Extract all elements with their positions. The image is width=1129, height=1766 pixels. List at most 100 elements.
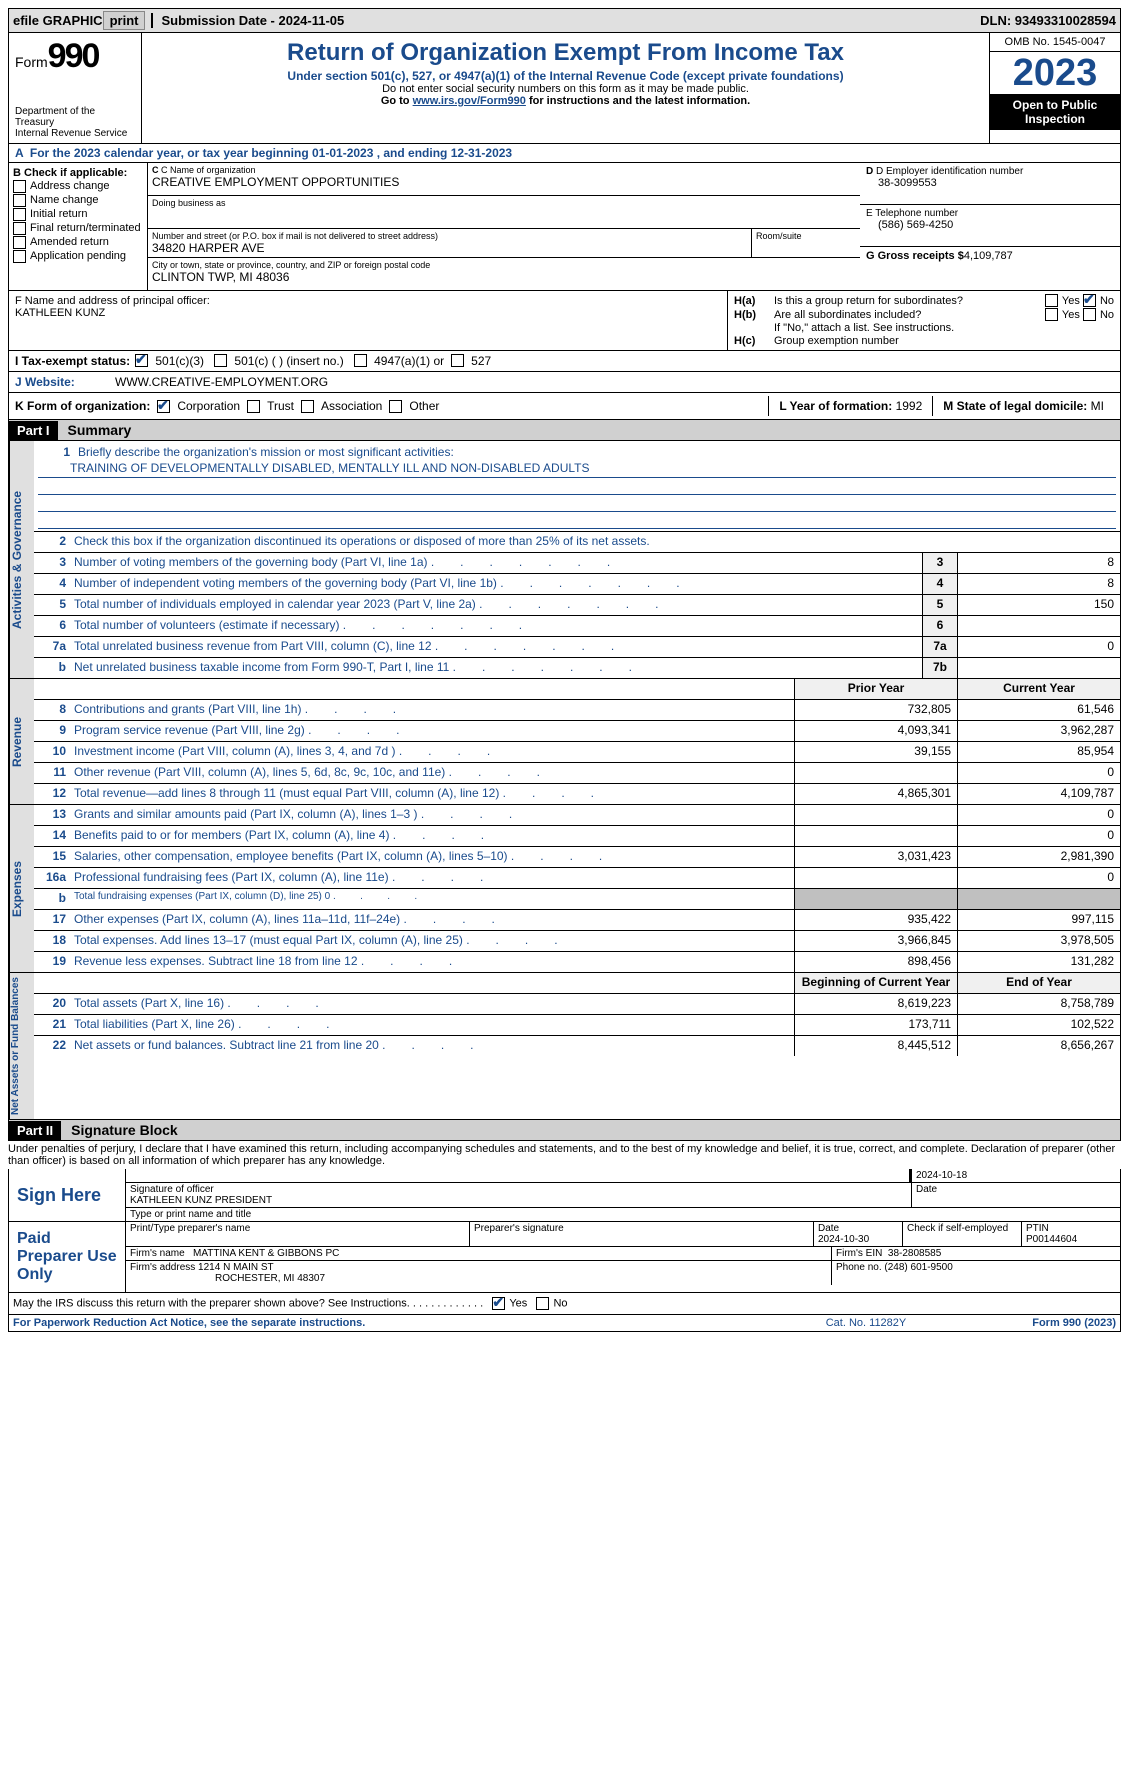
sign-here-label: Sign Here — [9, 1169, 126, 1221]
chk-501c3[interactable] — [135, 354, 148, 367]
i-label: I Tax-exempt status: — [15, 354, 135, 368]
chk-address-change[interactable] — [13, 180, 26, 193]
chk-initial-return[interactable] — [13, 208, 26, 221]
firm-addr1: 1214 N MAIN ST — [198, 1262, 274, 1273]
summary-row: 3Number of voting members of the governi… — [34, 553, 1120, 574]
summary-row: 4Number of independent voting members of… — [34, 574, 1120, 595]
paperwork-notice: For Paperwork Reduction Act Notice, see … — [13, 1317, 766, 1329]
prep-date: 2024-10-30 — [818, 1234, 869, 1245]
chk-other[interactable] — [389, 400, 402, 413]
ha-yes-chk[interactable] — [1045, 294, 1058, 307]
chk-amended[interactable] — [13, 236, 26, 249]
prior-year-header: Prior Year — [794, 679, 957, 699]
gov-section: Activities & Governance 1 Briefly descri… — [8, 441, 1121, 679]
street-label: Number and street (or P.O. box if mail i… — [152, 231, 747, 241]
ein-value: 38-3099553 — [866, 177, 1114, 189]
form-number: 990 — [48, 37, 99, 75]
lbl-name-change: Name change — [30, 194, 99, 206]
hb-note: If "No," attach a list. See instructions… — [774, 322, 1114, 334]
chk-name-change[interactable] — [13, 194, 26, 207]
firm-addr2: ROCHESTER, MI 48307 — [130, 1273, 325, 1284]
summary-row: 18Total expenses. Add lines 13–17 (must … — [34, 931, 1120, 952]
hc-text: Group exemption number — [774, 335, 1114, 347]
disclose-no-chk[interactable] — [536, 1297, 549, 1310]
ein-label: D Employer identification number — [876, 166, 1023, 177]
part1-header-row: Part I Summary — [8, 420, 1121, 441]
preparer-block: Paid Preparer Use Only Print/Type prepar… — [8, 1222, 1121, 1293]
org-name: CREATIVE EMPLOYMENT OPPORTUNITIES — [152, 175, 856, 189]
dba-label: Doing business as — [152, 198, 856, 208]
page-footer: For Paperwork Reduction Act Notice, see … — [8, 1315, 1121, 1332]
hb-no-chk[interactable] — [1083, 308, 1096, 321]
j-label: J Website: — [15, 375, 115, 389]
summary-row: bTotal fundraising expenses (Part IX, co… — [34, 889, 1120, 910]
submission-date: Submission Date - 2024-11-05 — [151, 13, 344, 28]
dln-label: DLN: 93493310028594 — [980, 13, 1116, 28]
officer-label: F Name and address of principal officer: — [15, 295, 721, 307]
ha-no-chk[interactable] — [1083, 294, 1096, 307]
sig-officer-label: Signature of officer — [130, 1184, 907, 1195]
chk-4947[interactable] — [354, 354, 367, 367]
chk-app-pending[interactable] — [13, 250, 26, 263]
part2-title: Signature Block — [71, 1120, 178, 1140]
form-header: Form990 Department of the Treasury Inter… — [8, 33, 1121, 144]
gross-label: G Gross receipts $ — [866, 250, 964, 262]
form-subtitle: Under section 501(c), 527, or 4947(a)(1)… — [148, 69, 983, 83]
summary-row: 7aTotal unrelated business revenue from … — [34, 637, 1120, 658]
city-state-zip: CLINTON TWP, MI 48036 — [152, 270, 856, 284]
lbl-amended: Amended return — [30, 236, 109, 248]
summary-row: 9Program service revenue (Part VIII, lin… — [34, 721, 1120, 742]
net-section: Net Assets or Fund Balances Beginning of… — [8, 973, 1121, 1120]
hb-yes-chk[interactable] — [1045, 308, 1058, 321]
tax-year: 2023 — [990, 52, 1120, 94]
room-suite-label: Room/suite — [752, 229, 860, 257]
summary-row: 20Total assets (Part X, line 16) . . . .… — [34, 994, 1120, 1015]
summary-row: 10Investment income (Part VIII, column (… — [34, 742, 1120, 763]
block-d: D D Employer identification number 38-30… — [860, 163, 1120, 290]
hc-label: H(c) — [734, 335, 774, 347]
chk-corporation[interactable] — [157, 400, 170, 413]
lbl-app-pending: Application pending — [30, 250, 126, 262]
net-vlabel: Net Assets or Fund Balances — [9, 973, 34, 1119]
part1-badge: Part I — [9, 421, 58, 440]
line-klm: K Form of organization: Corporation Trus… — [8, 393, 1121, 420]
summary-row: 8Contributions and grants (Part VIII, li… — [34, 700, 1120, 721]
chk-trust[interactable] — [247, 400, 260, 413]
part1-title: Summary — [68, 420, 132, 440]
firm-phone: (248) 601-9500 — [884, 1262, 952, 1273]
summary-row: 14Benefits paid to or for members (Part … — [34, 826, 1120, 847]
l-value: 1992 — [896, 399, 923, 413]
top-toolbar: efile GRAPHIC print Submission Date - 20… — [8, 8, 1121, 33]
prep-self-label: Check if self-employed — [907, 1223, 1008, 1234]
end-year-header: End of Year — [957, 973, 1120, 993]
summary-row: bNet unrelated business taxable income f… — [34, 658, 1120, 678]
irs-link[interactable]: www.irs.gov/Form990 — [413, 95, 526, 107]
penalties-text: Under penalties of perjury, I declare th… — [8, 1141, 1121, 1169]
ha-label: H(a) — [734, 295, 774, 307]
org-name-label: C C Name of organization — [152, 165, 856, 175]
preparer-label: Paid Preparer Use Only — [9, 1222, 126, 1292]
line-i: I Tax-exempt status: 501(c)(3) 501(c) ( … — [8, 351, 1121, 372]
summary-row: 12Total revenue—add lines 8 through 11 (… — [34, 784, 1120, 804]
chk-527[interactable] — [451, 354, 464, 367]
omb-number: OMB No. 1545-0047 — [990, 33, 1120, 52]
print-button[interactable]: print — [103, 11, 146, 30]
chk-final-return[interactable] — [13, 222, 26, 235]
hb-label: H(b) — [734, 309, 774, 321]
ptin-value: P00144604 — [1026, 1234, 1077, 1245]
chk-association[interactable] — [301, 400, 314, 413]
disclose-yes-chk[interactable] — [492, 1297, 505, 1310]
line-j: J Website: WWW.CREATIVE-EMPLOYMENT.ORG — [8, 372, 1121, 393]
summary-row: 21Total liabilities (Part X, line 26) . … — [34, 1015, 1120, 1036]
chk-501c[interactable] — [214, 354, 227, 367]
hb-text: Are all subordinates included? — [774, 309, 1045, 321]
prep-sig-label: Preparer's signature — [470, 1222, 814, 1246]
block-b: B Check if applicable: Address change Na… — [9, 163, 148, 290]
summary-row: 16aProfessional fundraising fees (Part I… — [34, 868, 1120, 889]
block-b-label: B Check if applicable: — [13, 167, 143, 179]
sign-date: 2024-10-18 — [910, 1169, 1120, 1182]
sig-date-label: Date — [912, 1183, 1120, 1207]
sign-block: Sign Here 2024-10-18 Signature of office… — [8, 1169, 1121, 1222]
part2-badge: Part II — [9, 1121, 61, 1140]
form-title: Return of Organization Exempt From Incom… — [148, 39, 983, 67]
